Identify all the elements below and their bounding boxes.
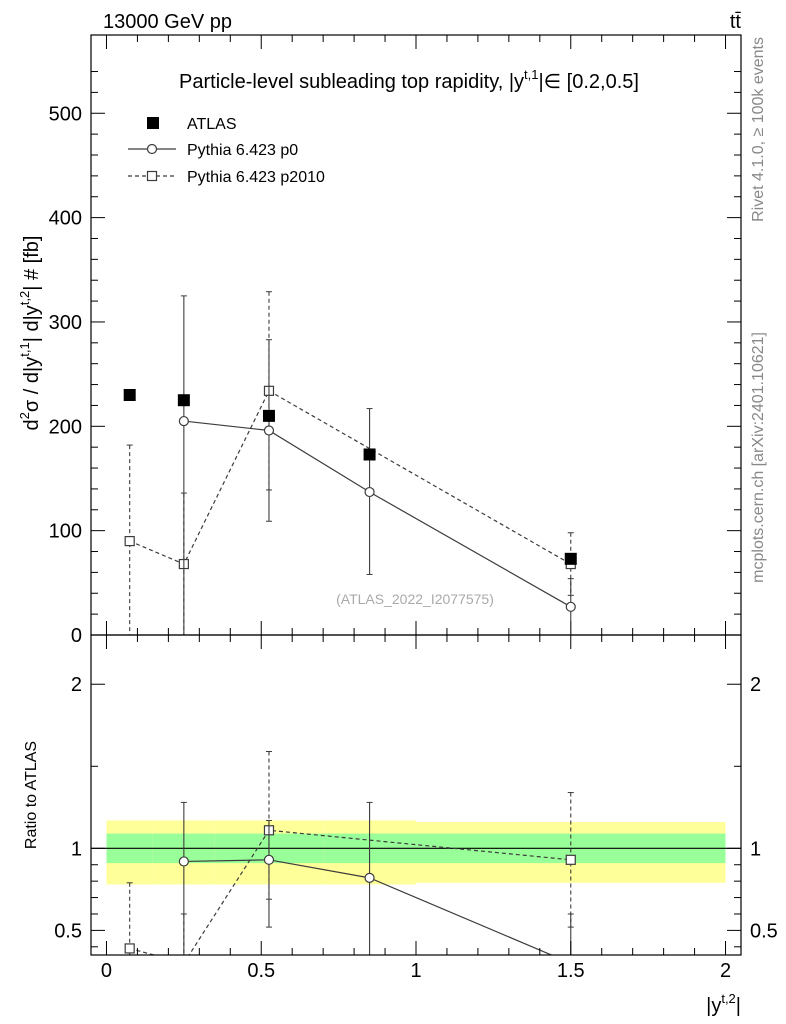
x-tick-label: 1.5 (557, 960, 585, 982)
atlas-data-point (177, 394, 190, 407)
p0-ratio-point (364, 872, 375, 883)
p2010-point (124, 535, 135, 547)
header-energy-label: 13000 GeV pp (103, 11, 232, 33)
ratio-y-axis-label: Ratio to ATLAS (23, 741, 40, 849)
legend: ATLAS Pythia 6.423 p0 Pythia 6.423 p2010 (128, 116, 325, 186)
y-tick-label: 200 (49, 416, 82, 438)
ratio-y-tick-labels: 0.5 0.5 1 1 2 2 (54, 674, 778, 942)
legend-p2010-label: Pythia 6.423 p2010 (187, 169, 325, 186)
ratio-y-tick-label: 0.5 (54, 920, 82, 942)
y-tick-label: 100 (49, 521, 82, 543)
main-y-axis-label: d2σ / d|yt,1| d|yt,2| # [fb] (17, 236, 43, 431)
p0-point (565, 601, 576, 612)
atlas-data-point (564, 552, 577, 565)
analysis-watermark: (ATLAS_2022_I2077575) (336, 591, 494, 607)
p0-point (364, 486, 375, 498)
ratio-y-tick-label: 2 (71, 674, 82, 696)
p0-point (178, 415, 189, 427)
x-axis-label: |yt,2| (706, 991, 741, 1017)
main-plot-series (123, 291, 577, 635)
ratio-plot-series (124, 751, 576, 968)
main-axis-ticks (91, 35, 741, 636)
x-tick-label: 0.5 (247, 960, 275, 982)
ratio-y-tick-label-right: 1 (750, 838, 761, 860)
ratio-y-tick-label: 1 (71, 838, 82, 860)
legend-p0-label: Pythia 6.423 p0 (187, 142, 298, 159)
main-y-tick-labels: 0 100 200 300 400 500 (49, 103, 82, 647)
ratio-x-tick-labels: 0 0.5 1 1.5 2 (101, 960, 731, 982)
ratio-uncertainty-bands (106, 820, 726, 885)
p2010-ratio-point (124, 943, 135, 954)
ratio-plot-frame (90, 634, 742, 956)
ratio-y-tick-label-right: 2 (750, 674, 761, 696)
atlas-data-point (363, 448, 376, 461)
p0-ratio-point (263, 854, 275, 865)
plot-title: Particle-level subleading top rapidity, … (179, 67, 639, 93)
p2010-ratio-point (179, 959, 188, 968)
p0-line (183, 420, 572, 608)
legend-p0-marker (146, 143, 158, 155)
rivet-version-label: Rivet 4.1.0, ≥ 100k events (750, 37, 767, 222)
x-tick-label: 0 (101, 960, 112, 982)
p2010-ratio-line (129, 829, 571, 955)
legend-p2010-marker (146, 170, 158, 182)
y-tick-label: 300 (49, 312, 82, 334)
y-tick-label: 500 (49, 103, 82, 125)
p2010-line (129, 389, 572, 565)
y-tick-label: 0 (71, 625, 82, 647)
mcplots-label: mcplots.cern.ch [arXiv:2401.10621] (750, 332, 767, 583)
ratio-axis-ticks (91, 635, 741, 955)
atlas-data-point (262, 409, 275, 422)
atlas-data-point (123, 389, 136, 401)
p2010-ratio-point (565, 854, 576, 865)
legend-atlas-marker (147, 117, 159, 129)
legend-atlas-label: ATLAS (187, 116, 237, 133)
x-tick-label: 1 (410, 960, 421, 982)
p0-point (263, 425, 275, 436)
header-process-label: tt̄ (730, 11, 742, 33)
main-plot-panel: 0 100 200 300 400 500 Particle-level subleadi… (17, 34, 742, 647)
y-tick-label: 400 (49, 208, 82, 230)
ratio-y-tick-label-right: 0.5 (750, 920, 778, 942)
p0-ratio-point (178, 856, 189, 867)
p0-ratio-line (183, 859, 553, 955)
x-tick-label: 2 (720, 960, 731, 982)
ratio-plot-panel: 0.5 0.5 1 1 2 2 0 0.5 1 1.5 2 Ratio to ATLAS |yt,… (23, 634, 778, 1017)
